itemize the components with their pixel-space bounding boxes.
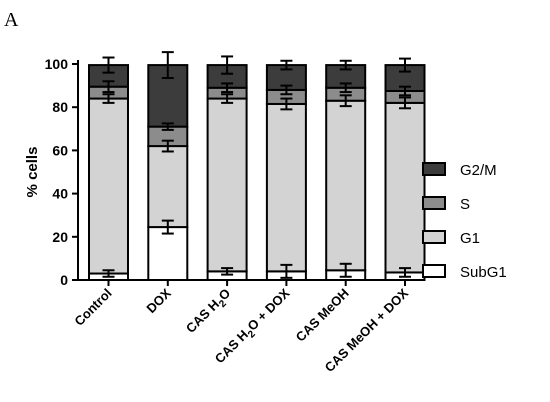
y-axis-title: % cells [24, 147, 41, 198]
legend-swatch [422, 230, 446, 244]
error-bar [339, 59, 352, 71]
bar-segment-g1 [384, 101, 426, 274]
legend-label: S [460, 196, 470, 213]
x-tick-label: Control [71, 286, 114, 329]
y-tick-label: 0 [60, 272, 68, 288]
x-tick-label: DOX [143, 285, 174, 316]
error-bar [399, 267, 411, 278]
error-bar [221, 82, 234, 94]
legend: G2/M S G1 SubG1 [422, 162, 507, 281]
legend-label: G1 [460, 230, 480, 247]
error-bar [339, 82, 352, 94]
bars [88, 64, 426, 282]
bar-segment-g1 [265, 102, 307, 273]
x-axis [78, 279, 408, 286]
bar-segment-g1 [206, 97, 248, 273]
bar-segment-g1 [147, 145, 189, 229]
y-tick-label: 100 [45, 56, 69, 72]
legend-item-s: S [422, 196, 470, 213]
x-tick-label: CAS H2O [183, 286, 236, 339]
legend-label: G2/M [460, 162, 497, 179]
y-tick-label: 40 [52, 186, 68, 202]
error-bar [161, 51, 174, 80]
error-bar [339, 94, 352, 108]
error-bar [102, 56, 115, 74]
error-bar [102, 93, 115, 104]
error-bar [161, 122, 174, 131]
bar-segment-g1 [88, 97, 129, 275]
error-bar [161, 219, 174, 235]
y-axis: 0 20 40 60 80 100 [45, 56, 79, 288]
error-bars [102, 51, 411, 279]
error-bar [280, 263, 293, 279]
legend-swatch [422, 162, 446, 176]
legend-swatch [422, 264, 446, 278]
error-bar [161, 139, 174, 153]
error-bar [280, 97, 293, 111]
error-bar [102, 269, 115, 278]
panel-label: A [4, 9, 19, 31]
y-tick-label: 80 [52, 99, 68, 115]
bar-segment-subg1 [147, 226, 189, 281]
error-bar [102, 80, 115, 94]
error-bar [399, 85, 411, 97]
legend-item-subg1: SubG1 [422, 264, 507, 281]
error-bar [221, 93, 234, 104]
error-bar [280, 59, 293, 71]
legend-item-g1: G1 [422, 230, 480, 247]
error-bar [399, 96, 411, 110]
y-tick-label: 20 [52, 229, 68, 245]
error-bar [280, 84, 293, 96]
legend-label: SubG1 [460, 264, 507, 281]
error-bar [339, 262, 352, 278]
bar-segment-g1 [325, 99, 367, 272]
legend-swatch [422, 196, 446, 210]
x-tick-label: CAS MeOH [293, 286, 352, 345]
error-bar [399, 57, 411, 73]
legend-item-g2-m: G2/M [422, 162, 497, 179]
y-tick-label: 60 [52, 142, 68, 158]
error-bar [221, 55, 234, 75]
error-bar [221, 267, 234, 276]
